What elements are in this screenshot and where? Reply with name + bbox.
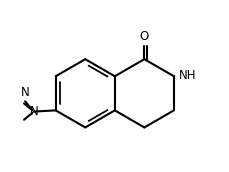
Text: O: O [140,30,149,43]
Text: N: N [29,105,38,118]
Text: NH: NH [179,68,196,82]
Text: N: N [21,86,30,99]
